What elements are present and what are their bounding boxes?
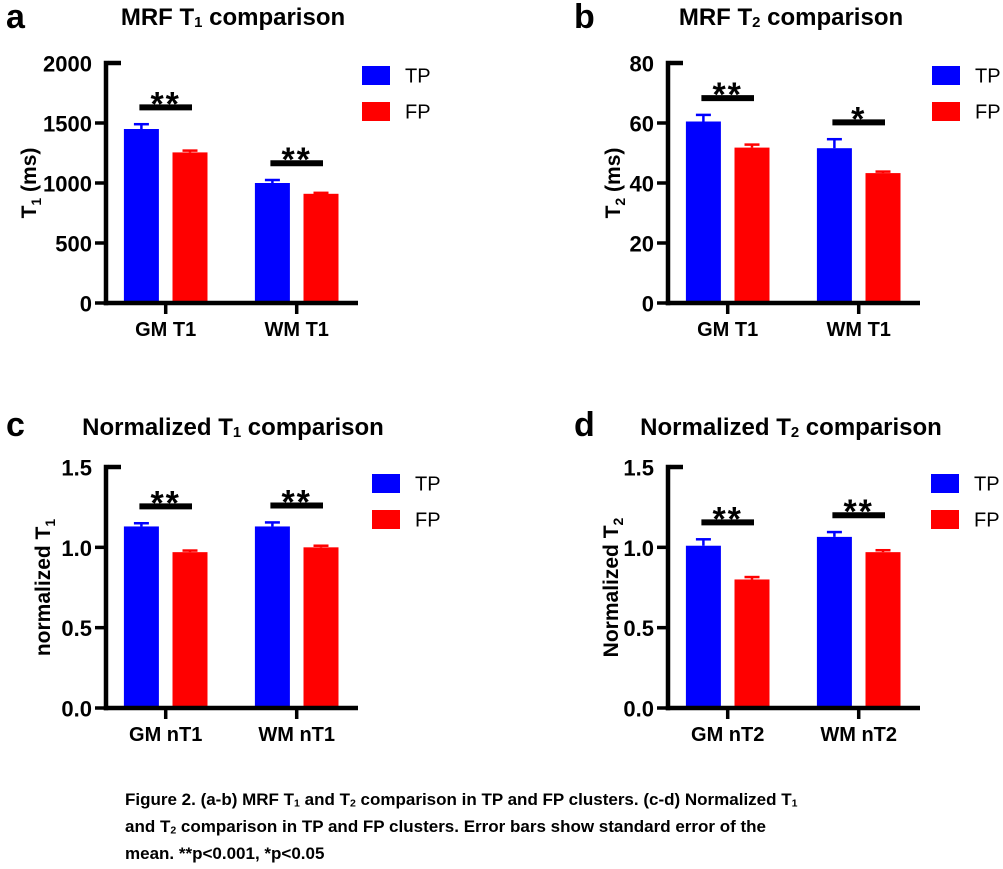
chart-title-a: MRF T1 comparison <box>120 4 346 32</box>
chart-mrf-t1: 0 500 1000 1500 2000 GM T1 WM T1 ** ** T1 (ms) TP F… <box>18 52 431 342</box>
y-tick-label-4: 2000 <box>43 52 92 77</box>
y-tick-label-3: 1.5 <box>61 456 92 481</box>
y-tick-label-3: 1.5 <box>623 456 654 481</box>
bar-tp-1 <box>254 183 290 303</box>
legend-label-tp: TP <box>974 474 1000 496</box>
panel-c: c Normalized T1 comparison 0.0 0.5 1.0 1.5 G… <box>0 390 503 770</box>
legend-label-fp: FP <box>405 102 431 124</box>
panel-letter-c: c <box>6 406 25 444</box>
chart-normalized-t1: 0.0 0.5 1.0 1.5 GM nT1 WM nT1 ** ** normalized T… <box>32 456 441 747</box>
legend-label-fp: FP <box>975 102 1001 124</box>
y-axis-label: T1 (ms) <box>18 148 44 219</box>
y-tick-label-3: 60 <box>630 112 654 137</box>
legend-swatch-fp <box>362 102 390 121</box>
x-category-label-0: GM nT2 <box>691 724 764 746</box>
legend-label-tp: TP <box>405 66 431 88</box>
sig-label-0: ** <box>150 484 180 522</box>
x-category-label-1: WM nT1 <box>258 724 335 746</box>
y-tick-label-0: 0 <box>642 292 654 317</box>
y-tick-label-1: 500 <box>55 232 92 257</box>
caption-line-2: and T2 comparison in TP and FP clusters.… <box>125 817 766 837</box>
y-tick-label-4: 80 <box>630 52 654 77</box>
legend-label-tp: TP <box>415 474 441 496</box>
figure-caption: Figure 2. (a-b) MRF T1 and T2 comparison… <box>125 786 995 867</box>
y-tick-label-2: 1.0 <box>61 536 92 561</box>
bar-fp-0 <box>734 147 770 303</box>
bar-fp-0 <box>734 579 770 708</box>
legend-swatch-fp <box>372 510 400 529</box>
x-category-label-0: GM T1 <box>697 319 758 341</box>
chart-title-b: MRF T2 comparison <box>678 4 904 32</box>
y-tick-label-1: 0.5 <box>623 616 654 641</box>
x-category-label-1: WM T1 <box>264 319 328 341</box>
y-tick-label-2: 40 <box>630 172 654 197</box>
bar-tp-1 <box>816 148 852 303</box>
y-axis-label: T2 (ms) <box>602 148 628 219</box>
bar-tp-0 <box>685 545 721 708</box>
x-category-label-0: GM nT1 <box>129 724 202 746</box>
chart-title-c: Normalized T1 comparison <box>82 414 384 442</box>
y-tick-label-1: 20 <box>630 232 654 257</box>
x-category-label-1: WM nT2 <box>820 724 897 746</box>
bar-fp-1 <box>303 193 339 303</box>
y-axis-label: normalized T1 <box>32 519 58 657</box>
sig-label-1: ** <box>281 141 311 179</box>
panel-d: d Normalized T2 comparison 0.0 0.5 1.0 1.5 G… <box>500 390 1003 770</box>
x-category-label-0: GM T1 <box>135 319 196 341</box>
bar-fp-1 <box>865 552 901 708</box>
sig-label-1: * <box>851 100 866 138</box>
chart-normalized-t2: 0.0 0.5 1.0 1.5 GM nT2 WM nT2 ** ** Normalized T… <box>600 456 1000 747</box>
bar-tp-0 <box>685 121 721 303</box>
panel-b: b MRF T2 comparison 0 20 40 60 80 GM T1 WM T1 *… <box>500 0 1003 380</box>
y-tick-label-3: 1500 <box>43 112 92 137</box>
sig-label-0: ** <box>150 85 180 123</box>
bar-fp-0 <box>172 152 208 303</box>
caption-line-3: mean. **p<0.001, *p<0.05 <box>125 844 325 863</box>
legend-label-fp: FP <box>974 510 1000 532</box>
bar-fp-1 <box>303 547 339 708</box>
y-tick-label-0: 0.0 <box>623 697 654 722</box>
bar-fp-0 <box>172 552 208 708</box>
sig-label-1: ** <box>843 493 873 531</box>
panel-letter-a: a <box>6 0 25 36</box>
sig-label-0: ** <box>712 76 742 114</box>
panel-letter-d: d <box>574 406 595 444</box>
panel-a: a MRF T1 comparison 0 500 1000 1500 2000 GM T… <box>0 0 503 380</box>
sig-label-1: ** <box>281 484 311 522</box>
legend-label-tp: TP <box>975 66 1001 88</box>
bar-tp-0 <box>123 129 159 303</box>
y-tick-label-0: 0 <box>80 292 92 317</box>
panel-letter-b: b <box>574 0 595 36</box>
x-category-label-1: WM T1 <box>826 319 890 341</box>
caption-line-1: Figure 2. (a-b) MRF T1 and T2 comparison… <box>125 790 798 810</box>
y-tick-label-0: 0.0 <box>61 697 92 722</box>
y-tick-label-2: 1.0 <box>623 536 654 561</box>
legend-swatch-fp <box>931 510 959 529</box>
legend-swatch-fp <box>932 102 960 121</box>
bar-tp-1 <box>254 526 290 708</box>
bar-tp-0 <box>123 526 159 708</box>
chart-title-d: Normalized T2 comparison <box>640 414 942 442</box>
y-axis-label: Normalized T2 <box>600 517 626 657</box>
legend-swatch-tp <box>372 474 400 493</box>
y-tick-label-1: 0.5 <box>61 616 92 641</box>
sig-label-0: ** <box>712 500 742 538</box>
legend-swatch-tp <box>932 66 960 85</box>
y-tick-label-2: 1000 <box>43 172 92 197</box>
legend-swatch-tp <box>362 66 390 85</box>
bar-fp-1 <box>865 173 901 303</box>
legend-swatch-tp <box>931 474 959 493</box>
bar-tp-1 <box>816 536 852 708</box>
legend-label-fp: FP <box>415 510 441 532</box>
